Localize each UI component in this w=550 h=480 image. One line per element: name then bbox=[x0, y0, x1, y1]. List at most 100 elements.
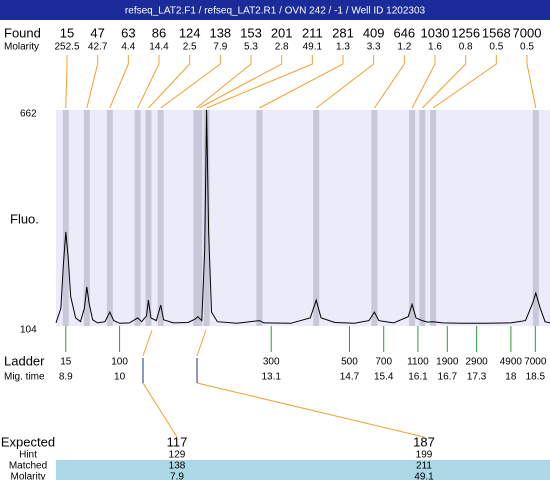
ladder-time: 10 bbox=[114, 372, 126, 383]
found-molarity: 3.3 bbox=[367, 42, 381, 53]
found-connector bbox=[65, 55, 68, 109]
found-molarity: 1.3 bbox=[336, 42, 350, 53]
found-size: 281 bbox=[332, 25, 354, 40]
found-connector bbox=[526, 55, 537, 109]
y-tick-label: 104 bbox=[20, 325, 37, 336]
ladder-time: 18.5 bbox=[526, 372, 546, 383]
found-molarity: 1.2 bbox=[397, 42, 411, 53]
ladder-time: 8.9 bbox=[59, 372, 73, 383]
expected-row-label: Hint bbox=[19, 450, 37, 461]
found-connector bbox=[148, 55, 191, 109]
peak-band bbox=[409, 110, 416, 326]
peak-band bbox=[157, 110, 164, 326]
ladder-label: Ladder bbox=[4, 353, 45, 368]
ladder-size: 500 bbox=[341, 357, 358, 368]
peak-band bbox=[106, 110, 113, 326]
found-size: 47 bbox=[90, 25, 104, 40]
found-molarity: 2.5 bbox=[183, 42, 197, 53]
expected-cell: 49.1 bbox=[414, 472, 434, 480]
found-size: 15 bbox=[60, 25, 74, 40]
ladder-size: 100 bbox=[111, 357, 128, 368]
matched-highlight bbox=[56, 460, 550, 480]
ladder-time: 14.7 bbox=[340, 372, 360, 383]
peak-band bbox=[203, 110, 210, 326]
found-connector bbox=[315, 55, 375, 109]
peak-band bbox=[532, 110, 539, 326]
found-connector bbox=[259, 55, 344, 109]
expected-cell: 187 bbox=[413, 434, 435, 449]
found-connector bbox=[421, 55, 467, 109]
expected-cell: 7.9 bbox=[170, 472, 184, 480]
found-molarity: 42.7 bbox=[88, 42, 108, 53]
peak-band bbox=[83, 110, 90, 326]
found-connector bbox=[206, 55, 313, 109]
found-molarity: 0.8 bbox=[459, 42, 473, 53]
ladder-time: 17.3 bbox=[467, 372, 487, 383]
found-connector bbox=[373, 55, 405, 109]
peak-band bbox=[134, 110, 141, 326]
expected-cell: 211 bbox=[416, 461, 432, 472]
found-connector bbox=[196, 55, 252, 109]
found-size: 138 bbox=[209, 25, 231, 40]
connector bbox=[142, 382, 178, 438]
found-connector bbox=[86, 55, 99, 109]
title-bar bbox=[0, 0, 550, 20]
found-connector bbox=[432, 55, 497, 109]
ladder-size: 2900 bbox=[466, 357, 489, 368]
found-size: 86 bbox=[152, 25, 166, 40]
found-molarity: 2.8 bbox=[275, 42, 289, 53]
connector bbox=[196, 329, 207, 357]
peak-band bbox=[196, 110, 203, 326]
found-size: 1568 bbox=[482, 25, 511, 40]
found-molarity: 252.5 bbox=[54, 42, 79, 53]
ladder-time: 15.4 bbox=[374, 372, 394, 383]
peak-band bbox=[419, 110, 426, 326]
expected-row-label: Expected bbox=[1, 434, 55, 449]
found-size: 646 bbox=[393, 25, 415, 40]
connector bbox=[196, 382, 425, 438]
plot-area bbox=[56, 110, 550, 326]
found-molarity: 5.3 bbox=[244, 42, 258, 53]
peak-band bbox=[145, 110, 152, 326]
found-connector bbox=[199, 55, 283, 109]
ladder-size: 15 bbox=[60, 357, 72, 368]
ladder-size: 700 bbox=[375, 357, 392, 368]
expected-cell: 199 bbox=[416, 450, 433, 461]
expected-cell: 138 bbox=[169, 461, 186, 472]
found-connector bbox=[109, 55, 129, 109]
expected-cell: 129 bbox=[169, 450, 186, 461]
ladder-size: 1100 bbox=[407, 357, 429, 368]
ladder-size: 300 bbox=[263, 357, 280, 368]
found-size: 201 bbox=[271, 25, 293, 40]
found-molarity: 7.9 bbox=[213, 42, 227, 53]
y-tick-label: 662 bbox=[20, 109, 37, 120]
ladder-size: 1900 bbox=[436, 357, 459, 368]
molarity-label: Molarity bbox=[4, 42, 39, 53]
found-molarity: 14.4 bbox=[149, 42, 169, 53]
found-molarity: 0.5 bbox=[489, 42, 503, 53]
found-connector bbox=[411, 55, 436, 109]
ladder-size: 7000 bbox=[524, 357, 547, 368]
found-connector bbox=[160, 55, 221, 109]
ladder-time: 18 bbox=[505, 372, 517, 383]
found-molarity: 1.6 bbox=[428, 42, 442, 53]
found-size: 409 bbox=[363, 25, 385, 40]
found-molarity: 49.1 bbox=[303, 42, 323, 53]
found-size: 1030 bbox=[421, 25, 450, 40]
found-label: Found bbox=[4, 25, 41, 40]
y-axis-label: Fluo. bbox=[10, 211, 39, 226]
connector bbox=[142, 329, 153, 357]
found-connector bbox=[137, 55, 160, 109]
ladder-size: 4900 bbox=[500, 357, 523, 368]
found-molarity: 0.5 bbox=[520, 42, 534, 53]
ladder-time: 13.1 bbox=[261, 372, 281, 383]
found-size: 153 bbox=[240, 25, 262, 40]
expected-connectors bbox=[142, 329, 425, 438]
peak-band bbox=[430, 110, 437, 326]
peak-band bbox=[62, 110, 69, 326]
found-size: 7000 bbox=[513, 25, 542, 40]
ladder-time: 16.1 bbox=[408, 372, 428, 383]
window-title: refseq_LAT2.F1 / refseq_LAT2.R1 / OVN 24… bbox=[125, 6, 426, 17]
expected-row-label: Molarity bbox=[10, 472, 45, 480]
